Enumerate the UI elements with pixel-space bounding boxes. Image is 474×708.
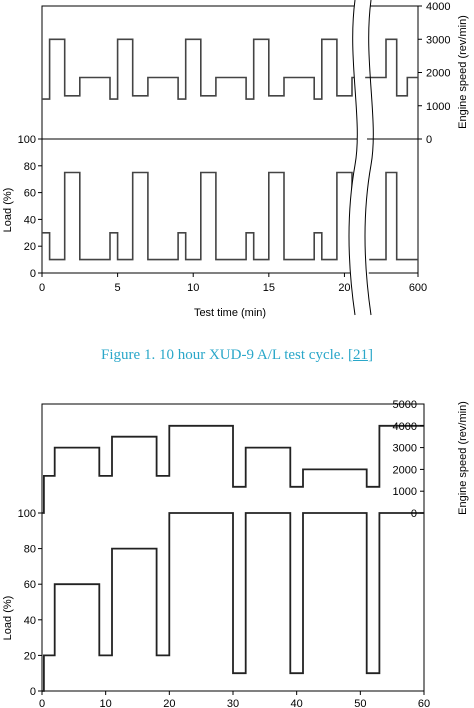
load-tick-label: 40 bbox=[24, 214, 36, 226]
x-axis-label: Test time (min) bbox=[194, 307, 266, 319]
load-tick-label: 20 bbox=[24, 650, 36, 662]
load-tick-label: 40 bbox=[24, 615, 36, 627]
speed-axis-label: Engine speed (rev/min) bbox=[457, 401, 469, 515]
series-speed-line bbox=[42, 38, 418, 100]
axis-break-band bbox=[349, 0, 374, 315]
speed-tick-label: 4000 bbox=[393, 421, 417, 433]
speed-tick-label: 3000 bbox=[426, 34, 450, 46]
x-tick-label: 40 bbox=[291, 698, 303, 708]
caption-text: Figure 1. 10 hour XUD-9 A/L test cycle. … bbox=[101, 347, 353, 363]
speed-tick-label: 2000 bbox=[426, 68, 450, 80]
axis-break-line-left bbox=[348, 0, 358, 316]
load-tick-label: 60 bbox=[24, 579, 36, 591]
load-axis-label: Load (%) bbox=[2, 188, 14, 233]
figure-caption: Figure 1. 10 hour XUD-9 A/L test cycle. … bbox=[0, 347, 474, 364]
speed-tick-label: 0 bbox=[426, 134, 432, 146]
x-tick-label: 10 bbox=[100, 698, 112, 708]
speed-tick-label: 1000 bbox=[393, 486, 417, 498]
x-tick-label: 600 bbox=[409, 282, 427, 294]
x-tick-label: 50 bbox=[354, 698, 366, 708]
x-tick-label: 0 bbox=[39, 282, 45, 294]
load-tick-label: 60 bbox=[24, 188, 36, 200]
chart-test-cycle-1: 0 20 40 60 80 100 0 1000 2000 3000 4000 0 5 10 15 20 600… bbox=[0, 0, 474, 330]
load-tick-label: 100 bbox=[18, 508, 36, 520]
caption-suffix: ] bbox=[367, 347, 373, 363]
load-tick-label: 0 bbox=[30, 686, 36, 698]
load-tick-label: 80 bbox=[24, 544, 36, 556]
load-tick-label: 80 bbox=[24, 161, 36, 173]
x-tick-label: 10 bbox=[187, 282, 199, 294]
x-tick-label: 5 bbox=[115, 282, 121, 294]
speed-tick-label: 0 bbox=[411, 508, 417, 520]
load-tick-label: 20 bbox=[24, 241, 36, 253]
caption-reference-link[interactable]: 21 bbox=[352, 347, 368, 363]
load-tick-label: 100 bbox=[18, 134, 36, 146]
axis-break-line-right bbox=[364, 0, 374, 316]
series-load-line bbox=[42, 171, 418, 261]
x-tick-label: 60 bbox=[418, 698, 430, 708]
series-speed-line bbox=[42, 424, 424, 514]
speed-tick-label: 3000 bbox=[393, 443, 417, 455]
x-tick-label: 15 bbox=[263, 282, 275, 294]
series-load-line bbox=[42, 512, 424, 692]
speed-tick-label: 2000 bbox=[393, 464, 417, 476]
x-tick-label: 30 bbox=[227, 698, 239, 708]
load-axis-label: Load (%) bbox=[2, 596, 14, 641]
speed-tick-label: 5000 bbox=[393, 399, 417, 411]
x-tick-label: 20 bbox=[338, 282, 350, 294]
x-tick-label: 0 bbox=[39, 698, 45, 708]
speed-tick-label: 4000 bbox=[426, 1, 450, 13]
load-tick-label: 0 bbox=[30, 268, 36, 280]
speed-axis-label: Engine speed (rev/min) bbox=[457, 15, 469, 129]
x-tick-label: 20 bbox=[163, 698, 175, 708]
chart-test-cycle-2: 0 20 40 60 80 100 0 1000 2000 3000 4000 5000 0 10 20 30… bbox=[0, 398, 474, 708]
speed-tick-label: 1000 bbox=[426, 101, 450, 113]
